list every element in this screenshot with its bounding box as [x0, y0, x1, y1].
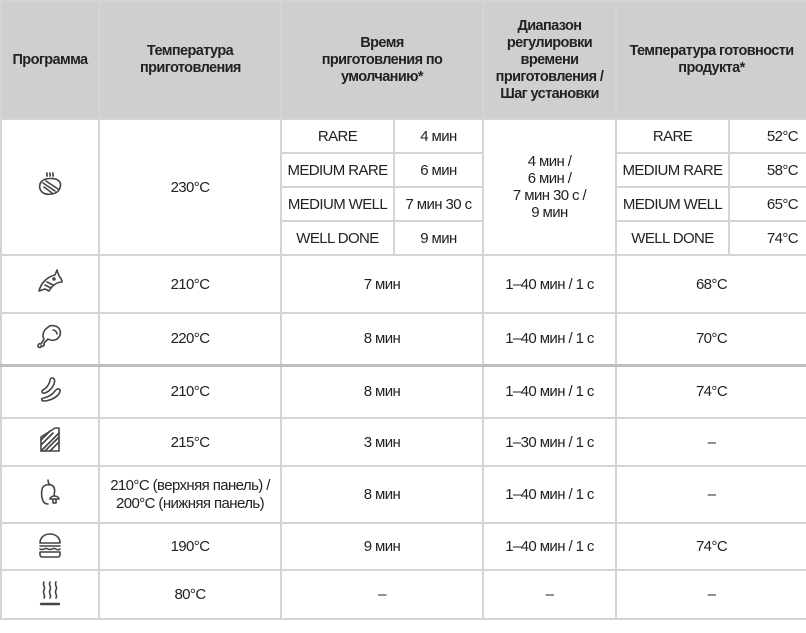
table-row-steak: WELL DONE 9 мин WELL DONE 74°C: [1, 220, 806, 256]
steak-level: WELL DONE: [280, 220, 395, 256]
steak-time: 4 мин: [393, 118, 484, 154]
table-row-steak: 230°C RARE 4 мин 4 мин / 6 мин / 7 мин 3…: [0, 118, 806, 256]
burger-time: 9 мин: [280, 522, 484, 571]
steam-temperature: 80°C: [98, 569, 282, 620]
steam-range: –: [482, 569, 617, 620]
steam-icon: [0, 569, 100, 620]
steak-time: 9 мин: [393, 220, 484, 256]
steak-temperature: 230°C: [98, 118, 282, 256]
table-row-burger: 190°C 9 мин 1–40 мин / 1 с 74°C: [0, 522, 806, 571]
sandwich-range: 1–30 мин / 1 с: [482, 417, 617, 467]
header-default-time: Время приготовления по умолчанию*: [280, 0, 484, 120]
burger-range: 1–40 мин / 1 с: [482, 522, 617, 571]
burger-readiness: 74°C: [614, 522, 806, 571]
fish-range: 1–40 мин / 1 с: [482, 254, 617, 314]
steak-level: MEDIUM RARE: [280, 152, 395, 188]
steak-readiness: 65°C: [727, 186, 806, 222]
chicken-range: 1–40 мин / 1 с: [482, 312, 617, 366]
temperature-line: 210°C (верхняя панель) /: [110, 476, 270, 494]
table-row-steam: 80°C – – –: [0, 569, 806, 620]
sandwich-time: 3 мин: [280, 417, 484, 467]
steak-level: MEDIUM WELL: [280, 186, 395, 222]
chicken-readiness: 70°C: [614, 312, 806, 366]
table-row-sausage: 210°C 8 мин 1–40 мин / 1 с 74°C: [0, 363, 806, 419]
chicken-time: 8 мин: [280, 312, 484, 366]
table-row-steak: MEDIUM WELL 7 мин 30 с MEDIUM WELL 65°C: [1, 186, 806, 222]
vegetables-temperature: 210°C (верхняя панель) / 200°C (нижняя п…: [98, 465, 282, 524]
fish-temperature: 210°C: [98, 254, 282, 314]
burger-temperature: 190°C: [98, 522, 282, 571]
table-row-fish: 210°C 7 мин 1–40 мин / 1 с 68°C: [0, 254, 806, 314]
fish-time: 7 мин: [280, 254, 484, 314]
steak-readiness: 58°C: [727, 152, 806, 188]
range-line: 4 мин /: [527, 153, 572, 170]
fish-icon: [0, 254, 100, 314]
steak-readiness-level: WELL DONE: [615, 220, 730, 256]
fish-readiness: 68°C: [614, 254, 806, 314]
temperature-line: 200°C (нижняя панель): [116, 494, 265, 512]
range-line: 9 мин: [531, 204, 568, 221]
table-row-chicken: 220°C 8 мин 1–40 мин / 1 с 70°C: [0, 312, 806, 366]
sausage-readiness: 74°C: [614, 363, 806, 419]
chicken-leg-icon: [0, 312, 100, 366]
steak-time: 6 мин: [393, 152, 484, 188]
sausage-range: 1–40 мин / 1 с: [482, 363, 617, 419]
header-readiness: Температура готовности продукта*: [614, 0, 806, 120]
steak-readiness-level: MEDIUM WELL: [615, 186, 730, 222]
sausage-temperature: 210°C: [98, 363, 282, 419]
range-line: 6 мин /: [527, 170, 572, 187]
header-range: Диапазон регулировки времени приготовлен…: [482, 0, 617, 120]
table-row-vegetables: 210°C (верхняя панель) / 200°C (нижняя п…: [0, 465, 806, 524]
vegetables-range: 1–40 мин / 1 с: [482, 465, 617, 524]
steak-readiness: 52°C: [727, 118, 806, 154]
sausage-icon: [0, 363, 100, 419]
sandwich-temperature: 215°C: [98, 417, 282, 467]
chicken-temperature: 220°C: [98, 312, 282, 366]
steam-readiness: –: [614, 569, 806, 620]
burger-icon: [0, 522, 100, 571]
vegetables-icon: [0, 465, 100, 524]
header-temperature: Температура приготовления: [98, 0, 282, 120]
steak-level: RARE: [280, 118, 395, 154]
sausage-time: 8 мин: [280, 363, 484, 419]
table-row-sandwich: 215°C 3 мин 1–30 мин / 1 с –: [0, 417, 806, 467]
header-program: Программа: [0, 0, 100, 120]
cooking-programs-table: Программа Температура приготовления Врем…: [0, 0, 806, 620]
steak-readiness-level: MEDIUM RARE: [615, 152, 730, 188]
table-row-steak: MEDIUM RARE 6 мин MEDIUM RARE 58°C: [1, 152, 806, 188]
header-row: Программа Температура приготовления Врем…: [0, 0, 806, 120]
steak-readiness-level: RARE: [615, 118, 730, 154]
steam-time: –: [280, 569, 484, 620]
steak-icon: [0, 118, 100, 256]
steak-range: 4 мин / 6 мин / 7 мин 30 с / 9 мин: [482, 118, 617, 256]
sandwich-icon: [0, 417, 100, 467]
range-line: 7 мин 30 с /: [512, 187, 587, 204]
steak-readiness: 74°C: [727, 220, 806, 256]
vegetables-time: 8 мин: [280, 465, 484, 524]
sandwich-readiness: –: [614, 417, 806, 467]
vegetables-readiness: –: [614, 465, 806, 524]
steak-time: 7 мин 30 с: [393, 186, 484, 222]
